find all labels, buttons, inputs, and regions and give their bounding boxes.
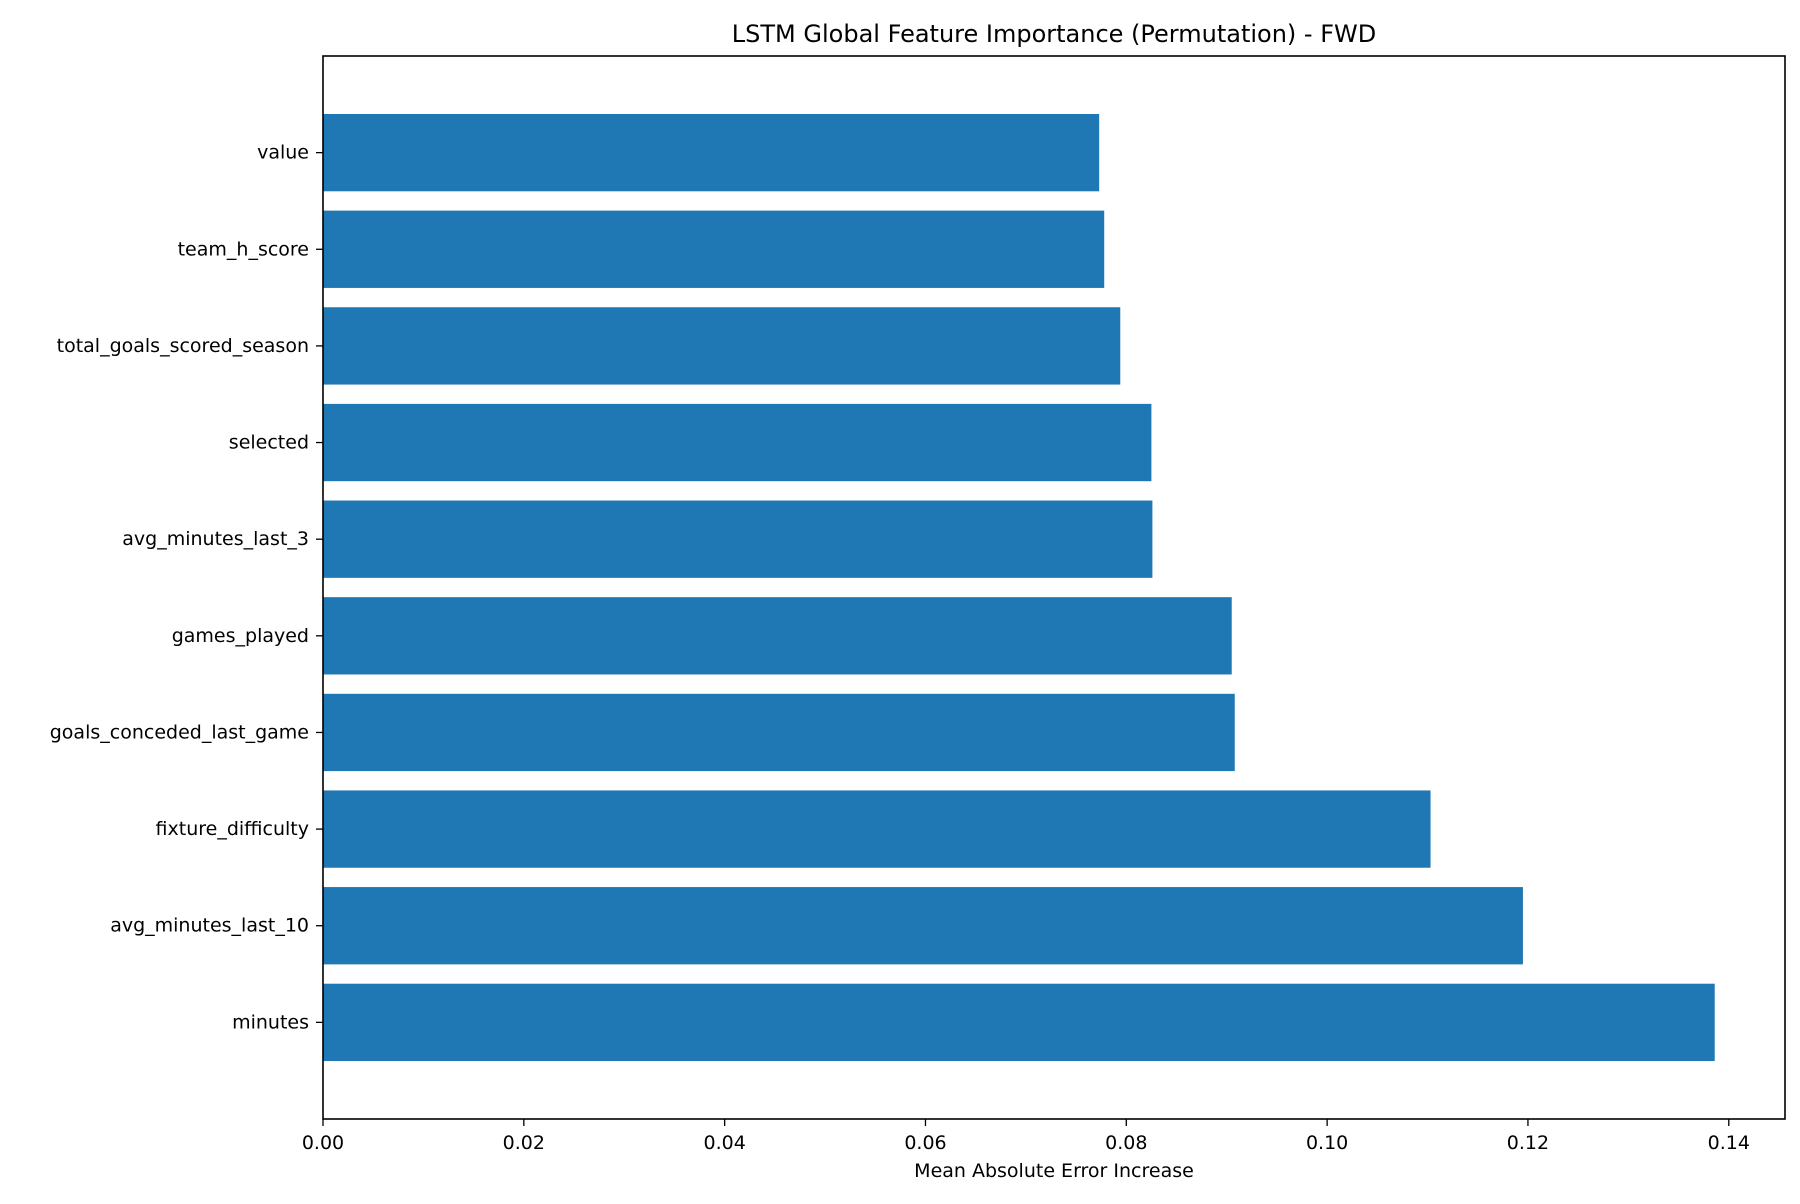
bar-goals-conceded-last-game (323, 693, 1235, 772)
y-tick-label: minutes (232, 1011, 309, 1033)
bar-team-h-score (323, 210, 1105, 288)
y-tick-label: fixture_difficulty (156, 818, 309, 840)
x-tick-label: 0.08 (1105, 1132, 1147, 1154)
bar-minutes (323, 983, 1715, 1062)
bar-value (323, 113, 1100, 192)
y-tick-label: games_played (172, 625, 309, 647)
plot-frame (322, 55, 1786, 1120)
y-tick-label: selected (229, 432, 309, 454)
x-axis-label: Mean Absolute Error Increase (914, 1160, 1194, 1182)
x-tick-label: 0.14 (1708, 1132, 1750, 1154)
x-tick-label: 0.02 (503, 1132, 545, 1154)
bar-avg-minutes-last-10 (323, 887, 1523, 965)
x-tick-label: 0.12 (1507, 1132, 1549, 1154)
bar-selected (323, 403, 1152, 482)
bar-total-goals-scored-season (323, 307, 1121, 385)
bar-games-played (323, 597, 1232, 675)
y-tick-label: team_h_score (178, 238, 309, 260)
y-tick-label: goals_conceded_last_game (50, 721, 309, 743)
x-axis: 0.00 0.02 0.04 0.06 0.08 0.10 0.12 0.14 (302, 1119, 1750, 1154)
bar-avg-minutes-last-3 (323, 500, 1153, 578)
chart-title: LSTM Global Feature Importance (Permutat… (732, 20, 1376, 48)
x-tick-label: 0.06 (904, 1132, 946, 1154)
x-tick-label: 0.10 (1306, 1132, 1348, 1154)
x-tick-label: 0.04 (703, 1132, 745, 1154)
y-tick-label: avg_minutes_last_3 (122, 528, 309, 550)
x-tick-label: 0.00 (302, 1132, 344, 1154)
y-tick-label: value (257, 142, 309, 164)
bar-fixture-difficulty (323, 790, 1431, 868)
y-tick-label: avg_minutes_last_10 (110, 915, 309, 937)
y-tick-label: total_goals_scored_season (57, 335, 309, 357)
y-axis: minutes avg_minutes_last_10 fixture_diffic… (50, 142, 323, 1033)
bars-layer (323, 113, 1715, 1062)
